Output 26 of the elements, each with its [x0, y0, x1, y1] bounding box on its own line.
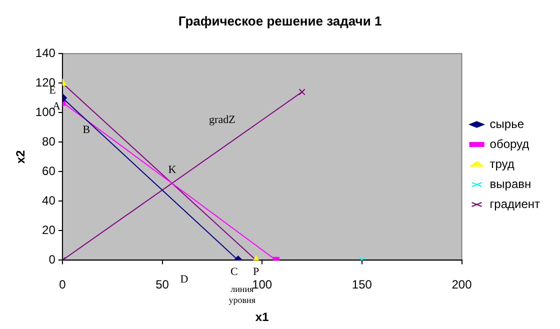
- legend-label: сырье: [490, 116, 524, 131]
- chart-title: Графическое решение задачи 1: [178, 13, 382, 28]
- text: C: [230, 266, 238, 278]
- y-axis-title: x2: [14, 150, 28, 164]
- annotation: K: [168, 164, 176, 176]
- text: P: [253, 266, 260, 278]
- point: [298, 88, 306, 96]
- annotation: gradZ: [209, 114, 236, 126]
- x-tick-label: 200: [452, 278, 472, 292]
- y-tick-label: 80: [42, 134, 56, 148]
- legend-label: оборуд: [490, 136, 530, 151]
- y-tick-label: 60: [42, 164, 56, 178]
- legend-label: труд: [490, 156, 514, 171]
- y-tick-label: 20: [42, 223, 56, 237]
- x-tick-label: 0: [59, 278, 66, 292]
- y-tick-label: 140: [35, 46, 56, 60]
- legend-label: градиент: [490, 196, 541, 211]
- annotation: B: [82, 124, 90, 136]
- legend-label: выравн: [490, 176, 532, 191]
- x-tick-label: 100: [252, 278, 272, 292]
- x-axis-title: x1: [255, 310, 270, 324]
- y-tick-label: 0: [48, 252, 56, 267]
- x-tick-label: 150: [352, 278, 372, 292]
- x-tick-label: 50: [156, 278, 170, 292]
- text: D: [180, 273, 188, 286]
- y-tick-label: 40: [42, 193, 56, 208]
